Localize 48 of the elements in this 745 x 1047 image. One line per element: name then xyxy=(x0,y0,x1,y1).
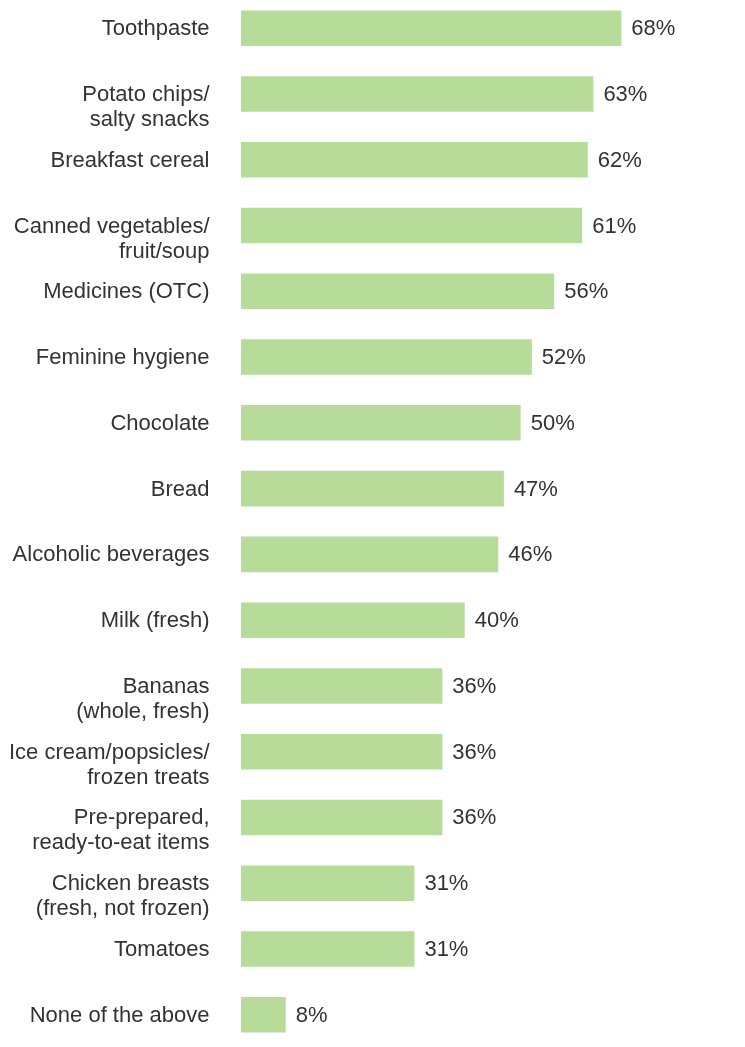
bar xyxy=(241,273,555,310)
y-tick-label: Bananas (whole, fresh) xyxy=(76,672,210,723)
data-label: 36% xyxy=(452,738,497,764)
data-label: 40% xyxy=(474,607,519,633)
data-label: 63% xyxy=(603,81,648,107)
y-tick-label: Medicines (OTC) xyxy=(43,278,210,304)
data-label: 68% xyxy=(631,15,676,41)
data-label: 8% xyxy=(295,1001,328,1027)
bar xyxy=(241,470,504,507)
y-tick-label: Ice cream/popsicles/ frozen treats xyxy=(8,738,211,789)
y-tick-label: Feminine hygiene xyxy=(35,344,210,370)
data-label: 52% xyxy=(541,344,586,370)
bar xyxy=(241,865,415,901)
bar xyxy=(241,996,286,1033)
bar xyxy=(241,76,594,112)
y-tick-label: Chicken breasts (fresh, not frozen) xyxy=(35,870,210,921)
data-label: 46% xyxy=(508,541,553,567)
bar xyxy=(241,602,465,638)
y-tick-label: Milk (fresh) xyxy=(100,607,210,633)
y-tick-label: Potato chips/ salty snacks xyxy=(82,81,211,132)
data-label: 47% xyxy=(513,475,558,501)
data-label: 56% xyxy=(564,278,609,304)
data-label: 36% xyxy=(452,804,497,830)
y-tick-label: Breakfast cereal xyxy=(50,146,210,172)
bar xyxy=(241,536,499,573)
y-tick-label: Toothpaste xyxy=(101,15,210,41)
y-tick-label: Canned vegetables/ fruit/soup xyxy=(13,212,211,263)
bar xyxy=(241,10,622,47)
y-tick-label: Pre-prepared, ready-to-eat items xyxy=(32,804,210,855)
data-label: 50% xyxy=(530,409,575,435)
bar xyxy=(241,405,521,441)
bar xyxy=(241,339,532,375)
bar xyxy=(241,799,443,836)
y-tick-label: Bread xyxy=(150,475,210,501)
data-label: 36% xyxy=(452,672,497,698)
data-label: 61% xyxy=(592,212,637,238)
y-tick-label: None of the above xyxy=(29,1001,210,1027)
data-label: 31% xyxy=(424,935,469,961)
bar xyxy=(241,207,583,244)
bar xyxy=(241,931,415,967)
bar xyxy=(241,142,588,178)
bar xyxy=(241,668,443,704)
data-label: 31% xyxy=(424,870,469,896)
y-tick-label: Tomatoes xyxy=(114,935,210,961)
data-label: 62% xyxy=(597,146,642,172)
y-tick-label: Alcoholic beverages xyxy=(12,541,210,567)
bar xyxy=(241,733,443,770)
y-tick-label: Chocolate xyxy=(110,409,210,435)
